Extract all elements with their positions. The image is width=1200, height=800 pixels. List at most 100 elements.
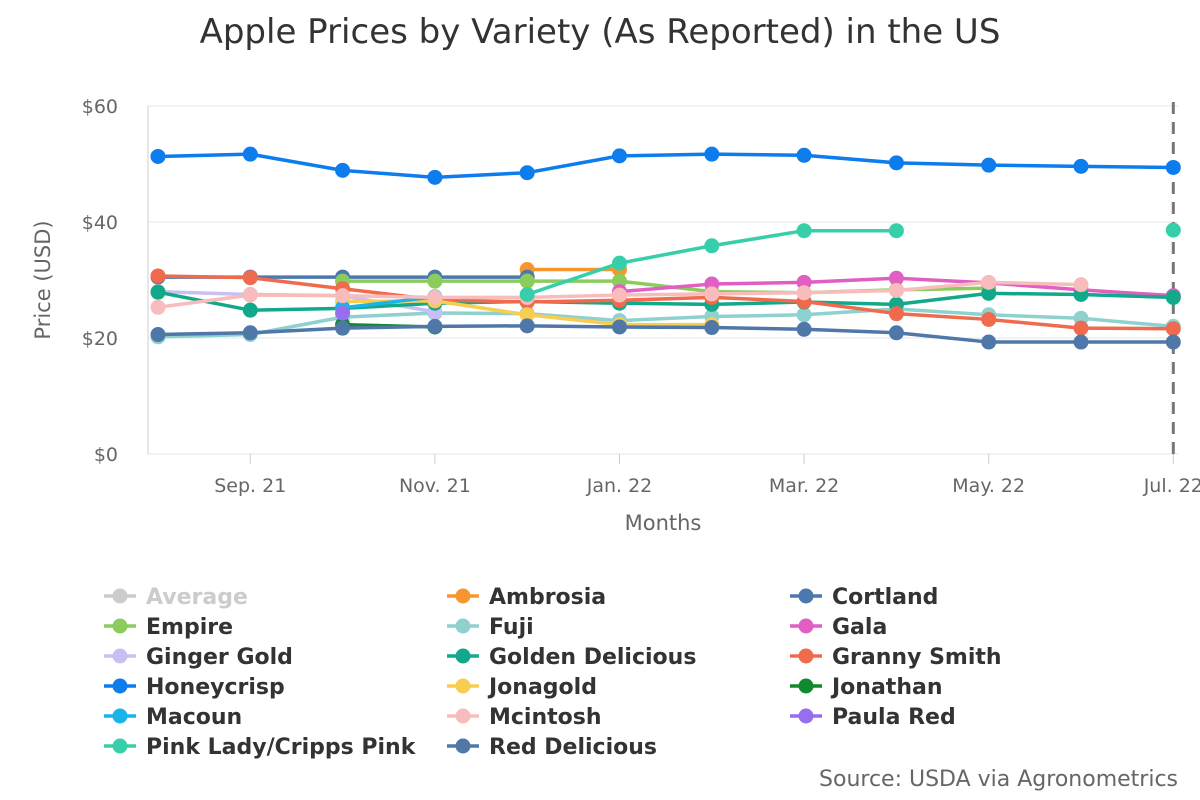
data-point[interactable] [612,319,627,335]
series-granny-smith [150,268,1181,337]
legend-swatch-marker [455,588,471,604]
data-point[interactable] [981,311,997,327]
data-point[interactable] [1073,277,1089,293]
y-tick-label: $60 [82,96,118,118]
legend-item-honeycrisp[interactable]: Honeycrisp [104,675,285,700]
legend-item-jonathan[interactable]: Jonathan [790,675,943,700]
legend-swatch-marker [112,618,128,634]
data-point[interactable] [150,268,166,284]
data-point[interactable] [150,299,166,315]
data-point[interactable] [1165,321,1181,337]
data-point[interactable] [242,270,258,286]
data-point[interactable] [519,307,535,323]
data-point[interactable] [519,318,535,334]
data-point[interactable] [612,287,627,303]
data-point[interactable] [150,284,166,300]
data-point[interactable] [427,318,443,334]
series-paula-red [335,305,351,321]
data-point[interactable] [335,162,351,178]
data-point[interactable] [981,274,997,290]
legend-item-granny-smith[interactable]: Granny Smith [790,645,1002,670]
legend-label: Cortland [832,585,938,610]
data-point[interactable] [796,274,812,290]
legend-swatch-marker [112,738,128,754]
data-point[interactable] [242,287,258,303]
legend-item-average[interactable]: Average [104,585,248,610]
data-point[interactable] [1073,158,1089,174]
data-point[interactable] [888,223,904,239]
legend-item-paula-red[interactable]: Paula Red [790,705,956,730]
legend-label: Honeycrisp [146,675,285,700]
x-tick-label: Sep. 21 [214,475,286,497]
legend-item-golden-delicious[interactable]: Golden Delicious [447,645,696,670]
data-point[interactable] [888,270,904,286]
data-point[interactable] [335,305,351,321]
data-point[interactable] [888,306,904,322]
data-point[interactable] [796,285,812,301]
data-point[interactable] [796,223,812,239]
x-tick-label: May. 22 [952,475,1025,497]
data-point[interactable] [888,325,904,341]
data-point[interactable] [427,289,443,305]
legend-label: Average [146,585,248,610]
data-point[interactable] [1073,320,1089,336]
data-point[interactable] [150,148,166,164]
legend-item-jonagold[interactable]: Jonagold [447,675,597,700]
data-point[interactable] [704,320,720,336]
chart-title: Apple Prices by Variety (As Reported) in… [199,12,1001,52]
legend-item-mcintosh[interactable]: Mcintosh [447,705,602,730]
data-point[interactable] [335,288,351,304]
data-point[interactable] [612,148,627,164]
data-point[interactable] [981,285,997,301]
data-point[interactable] [150,327,166,343]
legend-label: Empire [146,615,233,640]
legend-item-fuji[interactable]: Fuji [447,615,534,640]
data-point[interactable] [888,282,904,298]
data-point[interactable] [1165,334,1181,350]
data-point[interactable] [1165,159,1181,175]
data-point[interactable] [796,307,812,323]
data-point[interactable] [1073,334,1089,350]
data-point[interactable] [242,146,258,162]
data-point[interactable] [427,169,443,185]
legend-label: Ambrosia [489,585,606,610]
legend-swatch-marker [455,678,471,694]
data-point[interactable] [612,255,627,271]
legend-label: Golden Delicious [489,645,696,670]
data-point[interactable] [612,273,627,289]
legend-item-empire[interactable]: Empire [104,615,233,640]
legend-swatch-marker [798,678,814,694]
legend-item-red-delicious[interactable]: Red Delicious [447,735,657,760]
data-point[interactable] [796,321,812,337]
data-point[interactable] [981,334,997,350]
data-point[interactable] [1165,222,1181,238]
legend-label: Gala [832,615,887,640]
data-point[interactable] [981,157,997,173]
data-point[interactable] [519,287,535,302]
legend-item-pink-lady-cripps-pink[interactable]: Pink Lady/Cripps Pink [104,735,417,760]
data-point[interactable] [242,302,258,318]
data-point[interactable] [1165,289,1181,305]
legend-label: Fuji [489,615,534,640]
data-point[interactable] [427,273,443,289]
data-point[interactable] [704,146,720,162]
legend-item-cortland[interactable]: Cortland [790,585,938,610]
legend-item-ginger-gold[interactable]: Ginger Gold [104,645,293,670]
legend-label: Ginger Gold [146,645,293,670]
data-point[interactable] [888,155,904,171]
legend-label: Granny Smith [832,645,1002,670]
legend-item-gala[interactable]: Gala [790,615,887,640]
legend-swatch-marker [798,618,814,634]
data-point[interactable] [704,238,720,254]
data-point[interactable] [519,165,535,181]
data-point[interactable] [704,286,720,302]
data-point[interactable] [335,320,351,336]
data-point[interactable] [796,147,812,163]
data-point[interactable] [242,325,258,341]
legend-swatch-marker [455,618,471,634]
x-axis-title: Months [625,511,702,535]
series-line [157,307,1174,339]
legend-item-ambrosia[interactable]: Ambrosia [447,585,606,610]
data-point[interactable] [519,273,535,289]
legend-item-macoun[interactable]: Macoun [104,705,242,730]
